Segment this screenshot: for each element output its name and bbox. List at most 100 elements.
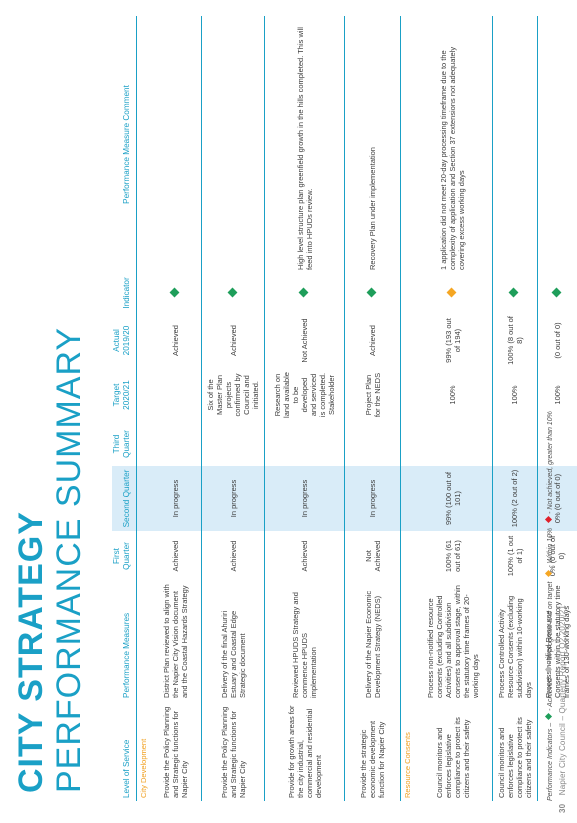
cell-measure: District Plan reviewed to align with the…: [149, 581, 202, 701]
cell-measure: Reviewed HPUDS Strategy and commence HPU…: [264, 581, 345, 701]
cell-measure: Process Controlled Activity Resource Con…: [492, 581, 538, 701]
col-header-q1: First Quarter: [112, 531, 137, 581]
cell-q2: 0% (0 out of 0): [537, 466, 577, 531]
indicator-diamond-icon: [366, 288, 377, 298]
cell-measure: Process notified Resource Consents withi…: [537, 581, 577, 701]
cell-target: Project Plan for the NEDS: [344, 368, 401, 422]
cell-actual: Achieved: [344, 313, 401, 368]
cell-level: Provide for growth areas for the city in…: [264, 701, 345, 801]
cell-q3: [537, 422, 577, 466]
section-spacer: [136, 313, 150, 368]
legend-diamond-icon: [544, 569, 553, 577]
section-row: Resource Consents: [400, 16, 415, 801]
legend-diamond-icon: [544, 665, 553, 674]
cell-indicator: [492, 273, 538, 313]
legend-label: - Within 10%: [547, 527, 554, 568]
table-row: Provide the Policy Planning and Strategi…: [201, 16, 265, 801]
cell-q1: 100% (1 out of 1): [492, 531, 538, 581]
table-row: Council monitors and enforces legislativ…: [414, 16, 493, 801]
cell-indicator: [414, 273, 493, 313]
cell-comment: [201, 16, 265, 273]
indicator-diamond-icon: [169, 288, 180, 298]
cell-q1: 100% (61 out of 61): [414, 531, 493, 581]
cell-actual: (0 out of 0): [537, 313, 577, 368]
table-row: Provide the strategic economic developme…: [344, 16, 401, 801]
indicator-diamond-icon: [551, 288, 562, 298]
cell-q2: In progress: [264, 466, 345, 531]
indicator-diamond-icon: [508, 288, 519, 298]
cell-actual: Achieved: [149, 313, 202, 368]
cell-actual: 99% (193 out of 194): [414, 313, 493, 368]
section-spacer: [400, 466, 415, 531]
cell-comment: [149, 16, 202, 273]
cell-q1: Not Achieved: [344, 531, 401, 581]
page-number: 30: [558, 803, 567, 813]
legend-label: - Not achieved, greater than 10%: [547, 411, 554, 514]
cell-q2: In progress: [344, 466, 401, 531]
cell-level: Provide the Policy Planning and Strategi…: [201, 701, 265, 801]
cell-q3: [264, 422, 345, 466]
cell-level: [537, 701, 577, 801]
cell-comment: Recovery Plan under implementation: [344, 16, 401, 273]
cell-measure: Delivery of the final Ahuriri Estuary an…: [201, 581, 265, 701]
legend-diamond-icon: [544, 515, 553, 523]
section-spacer: [401, 313, 415, 368]
section-title: Resource Consents: [403, 732, 413, 798]
indicator-diamond-icon: [298, 288, 309, 298]
cell-comment: [537, 16, 577, 273]
cell-comment: High level structure plan greenfield gro…: [264, 16, 345, 273]
col-header-target: Target 2020/21: [112, 368, 137, 422]
legend-prefix: Performance Indicators –: [547, 722, 554, 801]
cell-target: [149, 368, 202, 422]
section-spacer: [136, 273, 150, 313]
section-row: City Development: [136, 16, 150, 801]
section-spacer: [401, 16, 415, 273]
cell-actual: 100% (8 out of 8): [492, 313, 538, 368]
table-row: Process notified Resource Consents withi…: [537, 16, 577, 801]
cell-q3: [149, 422, 202, 466]
section-spacer: [136, 531, 150, 581]
section-spacer: [401, 368, 415, 422]
cell-measure: Process non-notified resource consents (…: [414, 581, 493, 701]
cell-target: 100%: [492, 368, 538, 422]
cell-comment: 1 application did not meet 20-day proces…: [414, 16, 493, 273]
page-title: CITY STRATEGY: [12, 511, 50, 793]
cell-indicator: [344, 273, 401, 313]
cell-target: 100%: [537, 368, 577, 422]
section-title: City Development: [138, 738, 148, 798]
cell-level: Council monitors and enforces legislativ…: [492, 701, 538, 801]
col-header-indicator: Indicator: [112, 273, 137, 313]
col-header-comment: Performance Measure Comment: [112, 16, 137, 273]
table-body: City Development Provide the Policy Plann…: [136, 16, 577, 801]
cell-indicator: [264, 273, 345, 313]
indicator-diamond-icon: [227, 288, 238, 298]
col-header-actual: Actual 2019/20: [112, 313, 137, 368]
cell-target: Research on land available to be develop…: [264, 368, 345, 422]
table-row: Council monitors and enforces legislativ…: [492, 16, 538, 801]
col-header-q2: Second Quarter: [112, 466, 137, 531]
legend-label: - In progress and on target: [547, 581, 554, 665]
cell-q2: In progress: [149, 466, 202, 531]
cell-q3: [414, 422, 493, 466]
col-header-measures: Performance Measures: [112, 581, 137, 701]
indicator-legend: Performance Indicators – - Achieved - In …: [544, 407, 554, 801]
legend-diamond-icon: [544, 712, 553, 720]
section-spacer: [401, 422, 415, 466]
section-spacer: [136, 16, 150, 273]
indicator-diamond-icon: [446, 288, 457, 298]
section-spacer: [401, 273, 415, 313]
cell-actual: Not Achieved: [264, 313, 345, 368]
cell-q1: Achieved: [264, 531, 345, 581]
cell-q3: [492, 422, 538, 466]
col-header-level: Level of Service: [112, 701, 137, 801]
cell-level: Provide the Policy Planning and Strategi…: [149, 701, 202, 801]
cell-level: Provide the strategic economic developme…: [344, 701, 401, 801]
cell-target: 100%: [414, 368, 493, 422]
cell-indicator: [149, 273, 202, 313]
cell-measure: Delivery of the Napier Economic Developm…: [344, 581, 401, 701]
table-row: Provide for growth areas for the city in…: [264, 16, 345, 801]
section-spacer: [136, 368, 150, 422]
table-header-row: Level of Service Performance Measures Fi…: [112, 16, 137, 801]
cell-q1: Achieved: [201, 531, 265, 581]
